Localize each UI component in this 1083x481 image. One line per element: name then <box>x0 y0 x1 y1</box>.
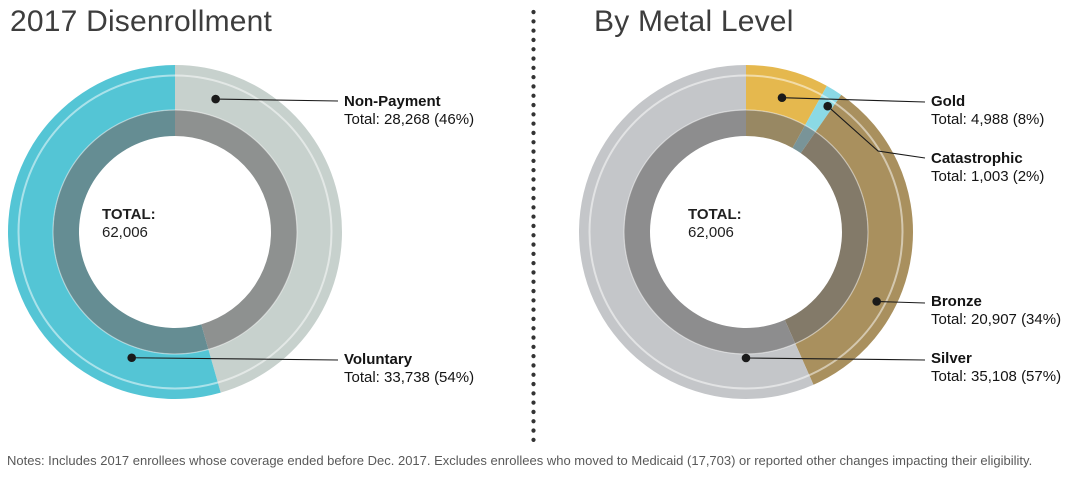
donut-inner-edge-ring <box>52 109 298 355</box>
segment-catastrophic-arc <box>805 85 842 132</box>
segment-name: Voluntary <box>344 351 413 368</box>
total-label: TOTAL: <box>102 206 156 223</box>
leader-line-voluntary <box>131 357 339 361</box>
segment-name: Non-Payment <box>344 93 441 110</box>
total-label: TOTAL: <box>688 206 742 223</box>
left-donut-center-total: TOTAL: 62,006 <box>102 206 252 242</box>
segment-label-catastrophic: Catastrophic Total: 1,003 (2%) <box>931 150 1044 186</box>
segment-bronze-inner-arc <box>784 131 868 344</box>
leader-dot-catastrophic <box>823 101 832 111</box>
segment-silver-inner-arc <box>623 110 796 355</box>
footnote: Notes: Includes 2017 enrollees whose cov… <box>7 453 1033 468</box>
leader-line-non-payment <box>215 98 339 102</box>
segment-gold-arc <box>746 65 827 126</box>
right-chart-title: By Metal Level <box>594 5 794 38</box>
donut-highlight-ring <box>588 74 904 390</box>
total-value: 62,006 <box>688 224 734 241</box>
segment-total: Total: 4,988 (8%) <box>931 111 1045 128</box>
segment-catastrophic-inner-arc <box>792 125 816 154</box>
leader-line-silver <box>745 357 926 361</box>
leader-dot-silver <box>741 353 751 363</box>
leader-dot-bronze <box>872 297 881 306</box>
segment-label-voluntary: Voluntary Total: 33,738 (54%) <box>344 351 474 387</box>
leader-dot-non-payment <box>211 94 220 104</box>
left-chart-title: 2017 Disenrollment <box>10 5 273 38</box>
segment-total: Total: 35,108 (57%) <box>931 368 1062 385</box>
segment-total: Total: 1,003 (2%) <box>931 168 1045 185</box>
segment-label-silver: Silver Total: 35,108 (57%) <box>931 350 1061 386</box>
leader-line-catastrophic <box>827 105 926 159</box>
segment-total: Total: 33,738 (54%) <box>344 369 475 386</box>
segment-voluntary-inner-arc <box>52 110 209 355</box>
segment-total: Total: 20,907 (34%) <box>931 311 1062 328</box>
segment-voluntary-arc <box>8 65 221 399</box>
leader-dot-gold <box>777 93 787 103</box>
leader-line-gold <box>781 97 926 103</box>
segment-label-gold: Gold Total: 4,988 (8%) <box>931 93 1044 129</box>
total-value: 62,006 <box>102 224 148 241</box>
segment-label-bronze: Bronze Total: 20,907 (34%) <box>931 293 1061 329</box>
donut-highlight-ring <box>17 74 333 390</box>
leader-dot-voluntary <box>127 353 136 363</box>
segment-name: Catastrophic <box>931 150 1023 167</box>
leader-line-bronze <box>876 300 926 304</box>
segment-non-payment-arc <box>175 65 343 393</box>
segment-total: Total: 28,268 (46%) <box>344 111 475 128</box>
segment-label-non-payment: Non-Payment Total: 28,268 (46%) <box>344 93 474 129</box>
segment-name: Bronze <box>931 293 982 310</box>
segment-gold-inner-arc <box>746 110 806 149</box>
segment-name: Silver <box>931 350 972 367</box>
segment-bronze-arc <box>795 94 914 385</box>
segment-name: Gold <box>931 93 966 110</box>
right-donut-center-total: TOTAL: 62,006 <box>688 206 838 242</box>
segment-non-payment-inner-arc <box>175 110 297 350</box>
segment-silver-arc <box>579 65 814 399</box>
